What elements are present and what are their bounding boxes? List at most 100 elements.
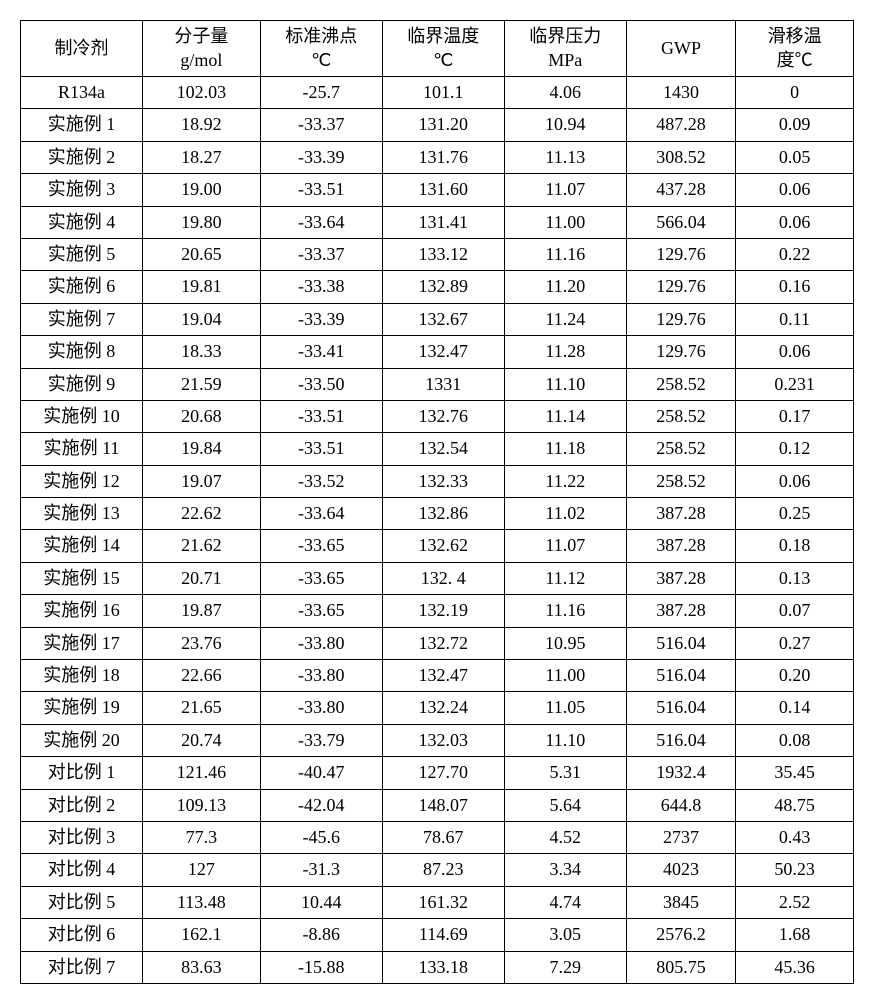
table-cell: -33.64 <box>260 498 382 530</box>
table-cell: -40.47 <box>260 757 382 789</box>
refrigerant-data-table: 制冷剂 分子量 g/mol 标准沸点 ℃ 临界温度 ℃ 临界压力 MPa GWP <box>20 20 854 984</box>
table-cell: 87.23 <box>382 854 504 886</box>
table-cell: 2576.2 <box>626 919 735 951</box>
table-cell: 7.29 <box>504 951 626 983</box>
table-row: 实施例 1822.66-33.80132.4711.00516.040.20 <box>21 660 854 692</box>
table-cell: 22.66 <box>143 660 261 692</box>
table-row: 实施例 1921.65-33.80132.2411.05516.040.14 <box>21 692 854 724</box>
table-cell: -33.80 <box>260 660 382 692</box>
table-cell: 19.80 <box>143 206 261 238</box>
table-cell: 133.18 <box>382 951 504 983</box>
table-cell: 对比例 2 <box>21 789 143 821</box>
table-row: 实施例 218.27-33.39131.7611.13308.520.05 <box>21 141 854 173</box>
table-cell: 0.08 <box>736 724 854 756</box>
table-cell: 19.84 <box>143 433 261 465</box>
table-cell: 实施例 6 <box>21 271 143 303</box>
header-label-line1: 临界温度 <box>385 25 502 48</box>
table-cell: 127.70 <box>382 757 504 789</box>
table-cell: 实施例 15 <box>21 562 143 594</box>
table-cell: 5.31 <box>504 757 626 789</box>
table-cell: 129.76 <box>626 303 735 335</box>
table-cell: 258.52 <box>626 465 735 497</box>
table-cell: 133.12 <box>382 238 504 270</box>
table-cell: 387.28 <box>626 498 735 530</box>
table-cell: 0.17 <box>736 400 854 432</box>
header-glide-temp: 滑移温 度℃ <box>736 21 854 77</box>
table-cell: 实施例 8 <box>21 336 143 368</box>
table-cell: 132.62 <box>382 530 504 562</box>
table-cell: 18.27 <box>143 141 261 173</box>
table-cell: 0.16 <box>736 271 854 303</box>
table-cell: 516.04 <box>626 692 735 724</box>
header-label-line1: 标准沸点 <box>263 25 380 48</box>
table-cell: 131.20 <box>382 109 504 141</box>
table-cell: 0.06 <box>736 465 854 497</box>
table-cell: 1331 <box>382 368 504 400</box>
table-row: 实施例 1020.68-33.51132.7611.14258.520.17 <box>21 400 854 432</box>
table-row: 实施例 118.92-33.37131.2010.94487.280.09 <box>21 109 854 141</box>
table-cell: 50.23 <box>736 854 854 886</box>
table-cell: 258.52 <box>626 368 735 400</box>
table-cell: 121.46 <box>143 757 261 789</box>
table-cell: 23.76 <box>143 627 261 659</box>
table-cell: 77.3 <box>143 821 261 853</box>
table-cell: 131.41 <box>382 206 504 238</box>
table-cell: 0.25 <box>736 498 854 530</box>
table-cell: 132.72 <box>382 627 504 659</box>
table-row: 实施例 419.80-33.64131.4111.00566.040.06 <box>21 206 854 238</box>
table-cell: 0.06 <box>736 174 854 206</box>
table-cell: R134a <box>21 77 143 109</box>
table-cell: 11.14 <box>504 400 626 432</box>
table-row: 实施例 1119.84-33.51132.5411.18258.520.12 <box>21 433 854 465</box>
table-row: 实施例 1723.76-33.80132.7210.95516.040.27 <box>21 627 854 659</box>
table-cell: 308.52 <box>626 141 735 173</box>
table-cell: 实施例 11 <box>21 433 143 465</box>
header-label-line1: 滑移温 <box>738 25 851 48</box>
table-cell: 20.65 <box>143 238 261 270</box>
table-row: 实施例 719.04-33.39132.6711.24129.760.11 <box>21 303 854 335</box>
header-label-line2: ℃ <box>385 49 502 72</box>
table-cell: 0.06 <box>736 336 854 368</box>
header-molecular-weight: 分子量 g/mol <box>143 21 261 77</box>
table-cell: 11.00 <box>504 206 626 238</box>
table-cell: 1932.4 <box>626 757 735 789</box>
table-cell: 11.12 <box>504 562 626 594</box>
table-cell: 114.69 <box>382 919 504 951</box>
table-cell: 4.52 <box>504 821 626 853</box>
table-cell: -33.52 <box>260 465 382 497</box>
table-cell: 实施例 3 <box>21 174 143 206</box>
table-cell: -33.80 <box>260 692 382 724</box>
table-cell: -33.51 <box>260 433 382 465</box>
table-cell: 3845 <box>626 886 735 918</box>
table-cell: 4.74 <box>504 886 626 918</box>
table-cell: 0.20 <box>736 660 854 692</box>
header-label-line2: g/mol <box>145 49 258 72</box>
table-cell: 644.8 <box>626 789 735 821</box>
table-cell: 258.52 <box>626 400 735 432</box>
table-cell: -33.51 <box>260 174 382 206</box>
header-label-line2: 度℃ <box>738 49 851 72</box>
table-cell: 131.60 <box>382 174 504 206</box>
table-cell: 对比例 6 <box>21 919 143 951</box>
table-cell: 实施例 2 <box>21 141 143 173</box>
table-cell: 101.1 <box>382 77 504 109</box>
table-cell: 3.05 <box>504 919 626 951</box>
table-cell: 11.10 <box>504 368 626 400</box>
table-cell: 83.63 <box>143 951 261 983</box>
table-row: 对比例 783.63-15.88133.187.29805.7545.36 <box>21 951 854 983</box>
table-cell: 实施例 20 <box>21 724 143 756</box>
table-cell: 19.07 <box>143 465 261 497</box>
table-cell: 5.64 <box>504 789 626 821</box>
header-row: 制冷剂 分子量 g/mol 标准沸点 ℃ 临界温度 ℃ 临界压力 MPa GWP <box>21 21 854 77</box>
table-cell: 132.03 <box>382 724 504 756</box>
table-cell: 11.20 <box>504 271 626 303</box>
table-cell: 0.22 <box>736 238 854 270</box>
table-cell: 132.47 <box>382 660 504 692</box>
table-cell: 11.16 <box>504 595 626 627</box>
table-row: 实施例 818.33-33.41132.4711.28129.760.06 <box>21 336 854 368</box>
table-cell: -42.04 <box>260 789 382 821</box>
table-cell: 19.04 <box>143 303 261 335</box>
table-cell: 实施例 5 <box>21 238 143 270</box>
table-cell: 132.86 <box>382 498 504 530</box>
table-row: 对比例 6162.1-8.86114.693.052576.21.68 <box>21 919 854 951</box>
